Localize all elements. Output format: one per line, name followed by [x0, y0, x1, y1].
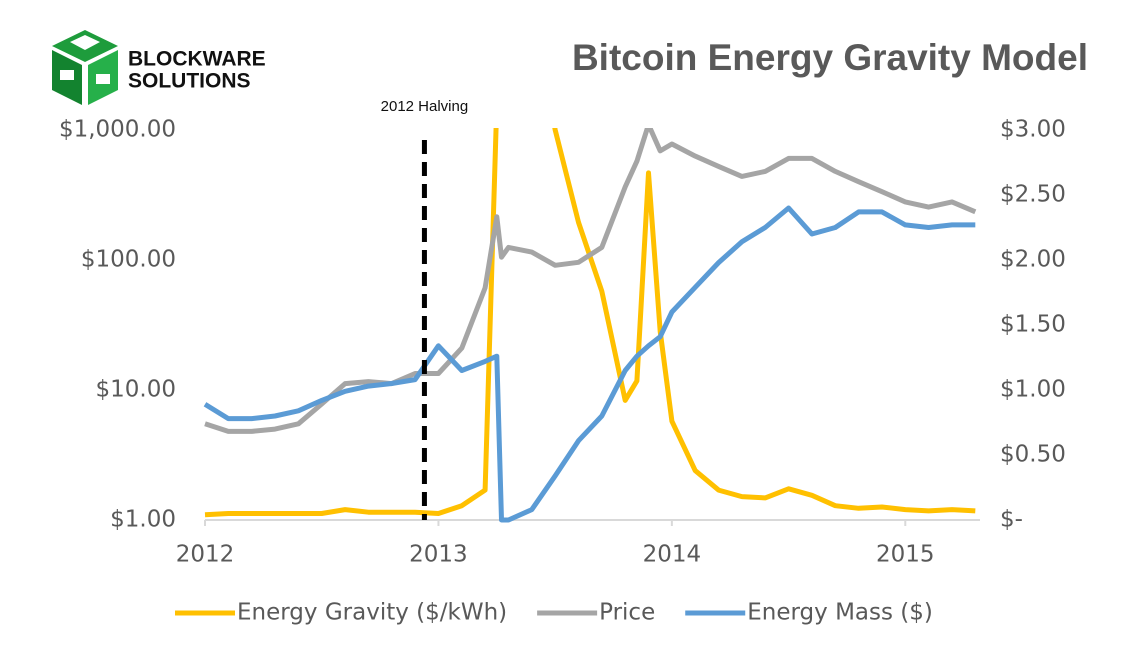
logo-text: SOLUTIONS: [128, 70, 251, 93]
y-tick-label: $1,000.00: [59, 117, 176, 143]
y-tick-label: $100.00: [81, 247, 176, 273]
legend-label: Energy Mass ($): [747, 600, 933, 626]
x-tick-label: 2014: [643, 542, 702, 568]
x-tick-label: 2012: [176, 542, 235, 568]
y-tick-label: $10.00: [96, 377, 176, 403]
y2-tick-label: $2.50: [1000, 182, 1066, 208]
x-tick-label: 2013: [409, 542, 468, 568]
plot-area: [203, 128, 977, 523]
y2-tick-label: $-: [1000, 507, 1023, 533]
logo-text: BLOCKWARE: [128, 48, 266, 71]
y2-tick-label: $0.50: [1000, 442, 1066, 468]
logo-icon: [52, 30, 118, 105]
y-tick-label: $1.00: [110, 507, 176, 533]
y2-tick-label: $3.00: [1000, 117, 1066, 143]
x-tick-label: 2015: [876, 542, 935, 568]
annotation: 2012 Halving: [381, 98, 469, 115]
series-line: [203, 205, 976, 523]
series-line: [204, 128, 977, 434]
y2-tick-label: $1.00: [1000, 377, 1066, 403]
y2-tick-label: $2.00: [1000, 247, 1066, 273]
legend-label: Price: [599, 600, 655, 626]
y2-tick-label: $1.50: [1000, 312, 1066, 338]
legend-label: Energy Gravity ($/kWh): [237, 600, 507, 626]
chart-title: Bitcoin Energy Gravity Model: [572, 37, 1088, 78]
